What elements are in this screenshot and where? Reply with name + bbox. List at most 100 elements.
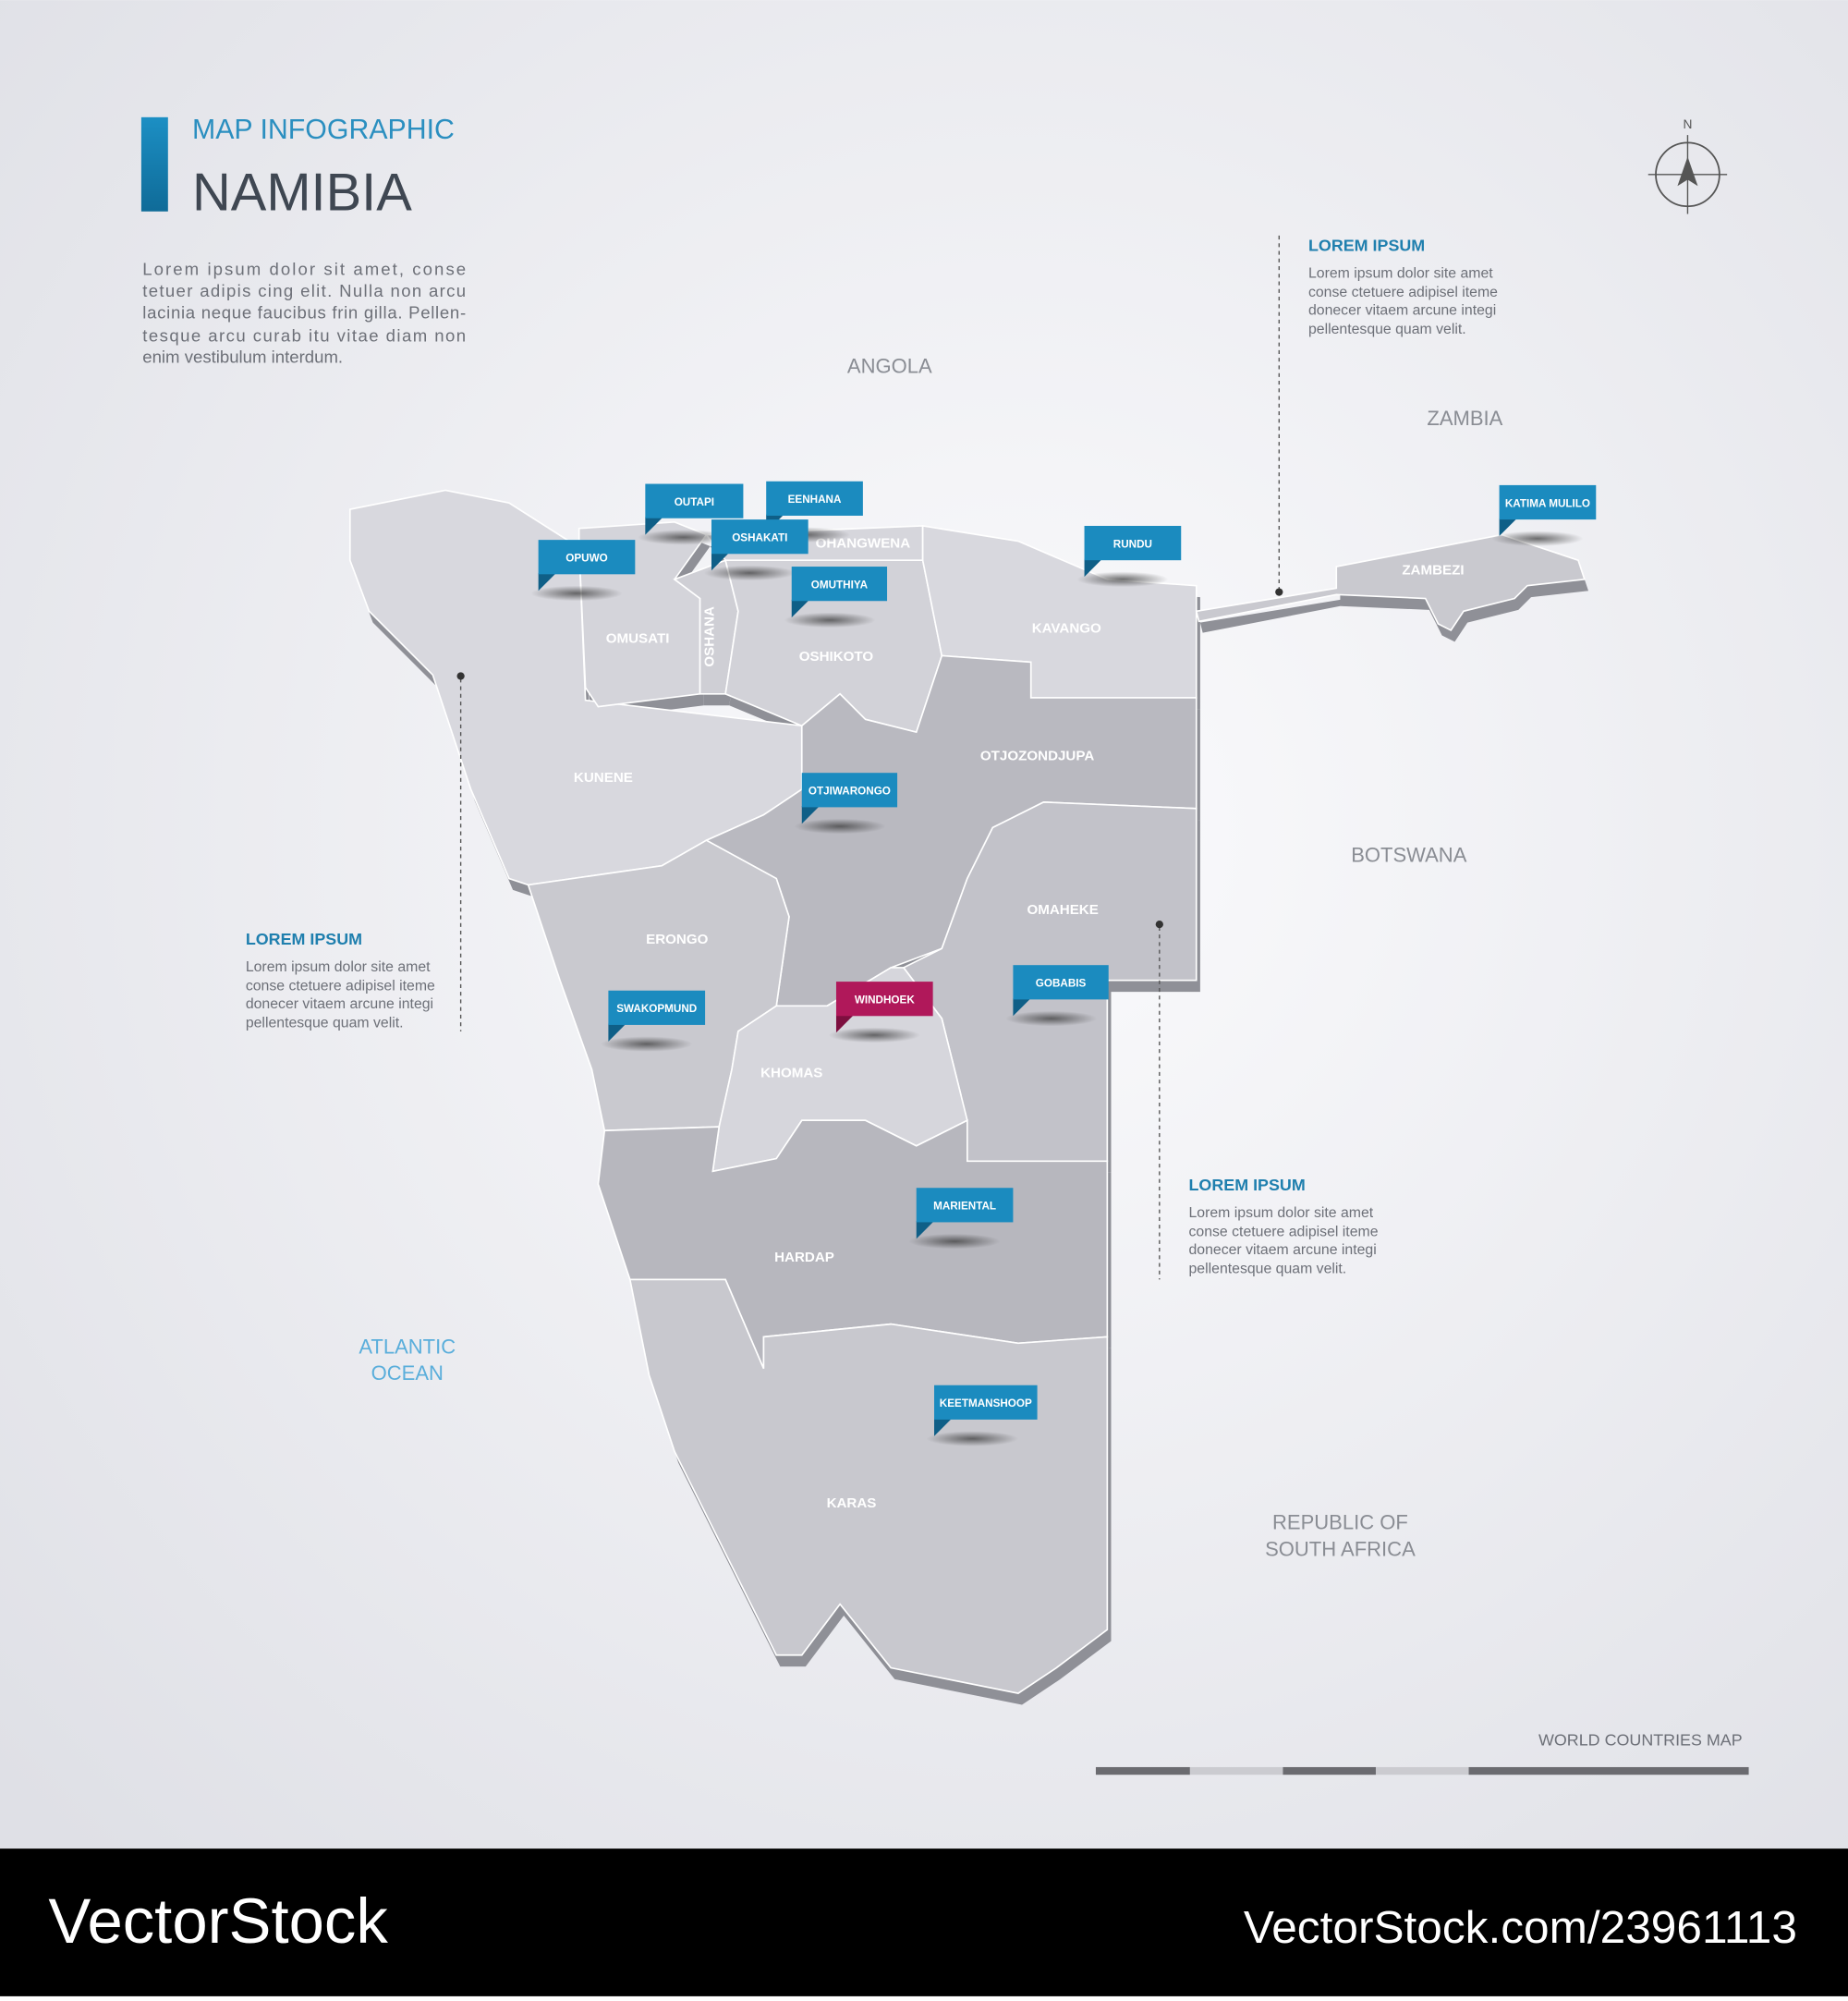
regions — [348, 489, 1586, 1694]
city-label: OTJIWARONGO — [808, 786, 891, 798]
info-box: LOREM IPSUM Lorem ipsum dolor site amet … — [1189, 1176, 1379, 1277]
pin-shadow — [926, 1431, 1018, 1446]
city-label: OPUWO — [565, 553, 607, 565]
region-label: KHOMAS — [760, 1065, 822, 1080]
city-label: SWAKOPMUND — [616, 1003, 697, 1015]
city-pin: GOBABIS — [1005, 965, 1109, 1027]
region-label: OTJOZONDJUPA — [980, 748, 1094, 763]
info-line: Lorem ipsum dolor site amet — [1189, 1205, 1374, 1221]
info-title: LOREM IPSUM — [1308, 236, 1425, 254]
city-label: KATIMA MULILO — [1505, 497, 1590, 509]
city-label: EENHANA — [788, 494, 842, 506]
neighbor-label: ANGOLA — [847, 355, 932, 378]
leader-dot — [456, 672, 465, 680]
region-label: HARDAP — [774, 1250, 834, 1265]
city-label: OMUTHIYA — [811, 579, 869, 591]
pin-flag — [1499, 484, 1597, 520]
city-pin: OMUTHIYA — [784, 567, 888, 628]
city-pin: WINDHOEK — [828, 982, 933, 1043]
pin-tail — [791, 599, 810, 618]
info-line: pellentesque quam velit. — [1308, 322, 1466, 337]
region — [1195, 533, 1586, 631]
region-label: ERONGO — [646, 932, 709, 947]
pin-tail — [916, 1221, 935, 1239]
region-label: KAVANGO — [1032, 621, 1101, 637]
neighbor-label: ZAMBIA — [1427, 407, 1502, 430]
region-label: OSHANA — [702, 606, 718, 667]
pin-tail — [645, 517, 663, 535]
info-line: conse ctetuere adipisel iteme — [246, 979, 435, 994]
pin-flag — [711, 519, 808, 555]
scale-bar — [1095, 1766, 1749, 1775]
city-label: OUTAPI — [675, 496, 714, 508]
info-line: Lorem ipsum dolor site amet — [246, 959, 431, 975]
region-label: ZAMBEZI — [1402, 562, 1464, 578]
pin-tail — [538, 572, 556, 592]
watermark-id: VectorStock.com/23961113 — [1244, 1901, 1797, 1953]
ocean-label: OCEAN — [371, 1361, 444, 1385]
footer-label: WORLD COUNTRIES MAP — [1538, 1731, 1743, 1750]
region-label: KUNENE — [574, 770, 633, 786]
pin-shadow — [1076, 571, 1169, 588]
info-box: LOREM IPSUM Lorem ipsum dolor site amet … — [1308, 236, 1498, 337]
region-labels: KUNENE OMUSATI OSHANA OHANGWENA OSHIKOTO… — [574, 535, 1465, 1511]
neighbor-label: BOTSWANA — [1351, 844, 1466, 867]
region-label: OMUSATI — [606, 631, 670, 647]
intro-line: lacinia neque faucibus frin gilla. Pelle… — [142, 302, 466, 322]
info-line: pellentesque quam velit. — [246, 1016, 404, 1031]
city-pin: KATIMA MULILO — [1491, 484, 1597, 547]
pin-shadow — [784, 612, 876, 628]
region-label: KARAS — [827, 1495, 877, 1511]
title: NAMIBIA — [192, 163, 412, 222]
city-pin: OTJIWARONGO — [794, 773, 898, 835]
pin-flag — [934, 1385, 1038, 1420]
city-label: GOBABIS — [1036, 978, 1087, 990]
neighbor-label: REPUBLIC OF — [1272, 1510, 1408, 1533]
pin-shadow — [638, 530, 730, 545]
pin-shadow — [828, 1027, 920, 1043]
city-pin: KEETMANSHOOP — [926, 1385, 1038, 1446]
compass-north: N — [1683, 117, 1692, 131]
pin-flag — [791, 567, 888, 602]
pin-shadow — [601, 1036, 693, 1052]
pin-tail — [934, 1418, 953, 1436]
city-pin: RUNDU — [1076, 525, 1182, 588]
pin-shadow — [1005, 1010, 1098, 1027]
city-label: KEETMANSHOOP — [940, 1397, 1032, 1409]
pin-tail — [608, 1023, 626, 1042]
pin-flag — [835, 982, 933, 1017]
info-line: pellentesque quam velit. — [1189, 1262, 1347, 1277]
subtitle: MAP INFOGRAPHIC — [192, 115, 455, 145]
info-line: Lorem ipsum dolor site amet — [1308, 265, 1493, 281]
pin-shadow — [1491, 531, 1584, 547]
leader-dot — [1155, 920, 1163, 929]
pin-flag — [801, 773, 898, 808]
info-title: LOREM IPSUM — [246, 930, 362, 948]
intro-line: tetuer adipis cing elit. Nulla non arcu — [142, 281, 466, 300]
watermark-band — [0, 1848, 1848, 1996]
pin-flag — [1084, 525, 1182, 561]
title-accent — [140, 116, 168, 212]
neighbor-label: SOUTH AFRICA — [1265, 1537, 1416, 1560]
city-pin: OUTAPI — [638, 483, 744, 545]
leader-dot — [1275, 588, 1283, 596]
pin-flag — [916, 1188, 1014, 1223]
city-pin: OSHAKATI — [703, 519, 808, 581]
info-title: LOREM IPSUM — [1189, 1176, 1306, 1194]
pin-shadow — [794, 818, 886, 835]
compass: N — [1647, 117, 1728, 214]
region-label: OSHIKOTO — [799, 649, 874, 665]
intro-line: tesque arcu curab itu vitae diam non — [142, 325, 466, 345]
city-pin: MARIENTAL — [908, 1188, 1014, 1250]
pin-flag — [1013, 965, 1109, 1000]
city-label: RUNDU — [1113, 538, 1152, 550]
intro-line: Lorem ipsum dolor sit amet, conse — [142, 260, 466, 279]
pin-shadow — [530, 585, 623, 602]
city-pin: SWAKOPMUND — [601, 990, 706, 1052]
pin-shadow — [908, 1233, 1001, 1250]
map: KUNENE OMUSATI OSHANA OHANGWENA OSHIKOTO… — [348, 481, 1597, 1705]
pin-tail — [835, 1014, 855, 1033]
info-line: donecer vitaem arcune integi — [1308, 302, 1496, 318]
